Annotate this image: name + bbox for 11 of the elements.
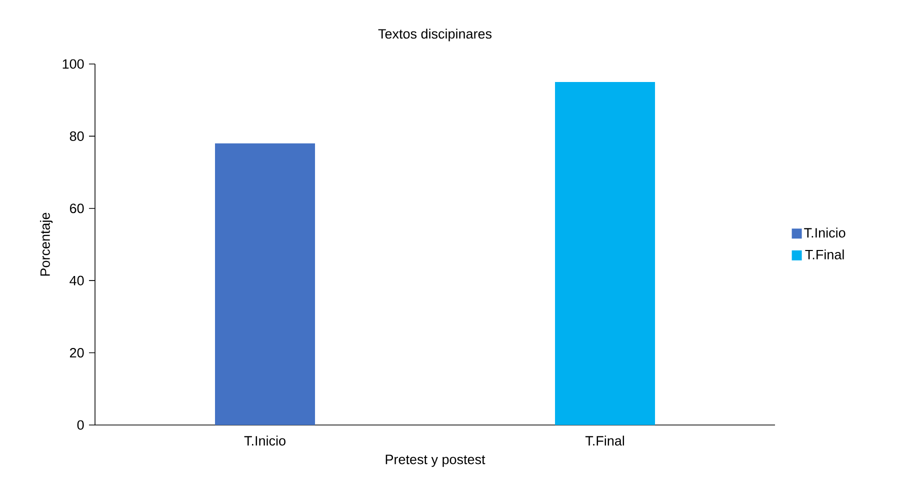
y-tick-label: 60: [70, 204, 84, 214]
y-tick-label: 80: [70, 131, 84, 141]
y-tick-label: 100: [62, 59, 84, 69]
y-axis-title: Porcentaje: [40, 212, 53, 276]
legend-label: T.Final: [805, 249, 844, 260]
y-tick-label: 40: [70, 276, 84, 286]
x-axis-title: Pretest y postest: [386, 454, 486, 467]
y-tick-label: 20: [70, 348, 84, 358]
y-tick-label: 0: [77, 420, 84, 430]
legend-label: T.Inicio: [804, 228, 846, 238]
chart-title: Textos discipinares: [378, 28, 492, 42]
